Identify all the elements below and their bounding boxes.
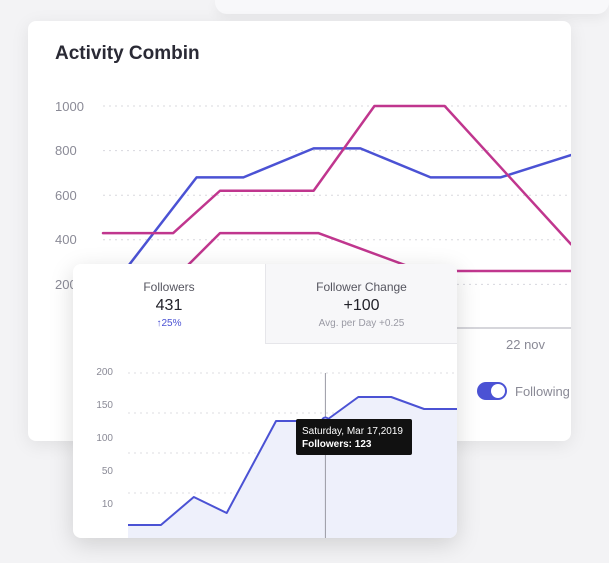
change-sub: Avg. per Day +0.25 [318, 318, 405, 329]
change-label: Follower Change [316, 280, 407, 294]
series-line-blue [78, 147, 571, 331]
y-tick-label: 800 [55, 143, 77, 158]
change-value: +100 [343, 297, 380, 314]
following-toggle[interactable] [477, 382, 507, 400]
tab-followers[interactable]: Followers 431 ↑25% [73, 264, 266, 344]
followers-popup: Followers 431 ↑25% Follower Change +100 … [73, 264, 457, 538]
mini-y-tick-label: 100 [96, 433, 113, 444]
background-card-edge [215, 0, 609, 14]
tooltip-value: Followers: 123 [302, 439, 372, 450]
y-tick-label: 600 [55, 188, 77, 203]
series-line-magenta-lower [171, 231, 571, 282]
mini-y-tick-label: 50 [101, 466, 113, 477]
followers-value: 431 [155, 297, 183, 314]
mini-y-tick-label: 150 [96, 400, 113, 411]
y-tick-label: 1000 [55, 99, 84, 114]
series-line-magenta-upper [101, 104, 571, 246]
tab-follower-change[interactable]: Follower Change +100 Avg. per Day +0.25 [266, 264, 457, 344]
card-title: Activity Combin [55, 43, 200, 64]
toggle-knob [491, 384, 505, 398]
mini-y-tick-label: 10 [101, 499, 113, 510]
tooltip-date: Saturday, Mar 17,2019 [302, 426, 403, 437]
followers-delta: ↑25% [156, 318, 182, 329]
followers-label: Followers [143, 280, 195, 294]
y-tick-label: 200 [55, 277, 77, 292]
chart-tooltip: Saturday, Mar 17,2019 Followers: 123 [296, 419, 412, 455]
x-tick-label: 22 nov [506, 337, 546, 352]
toggle-label: Following [515, 384, 570, 399]
mini-y-tick-label: 200 [96, 367, 113, 378]
y-tick-label: 400 [55, 232, 77, 247]
